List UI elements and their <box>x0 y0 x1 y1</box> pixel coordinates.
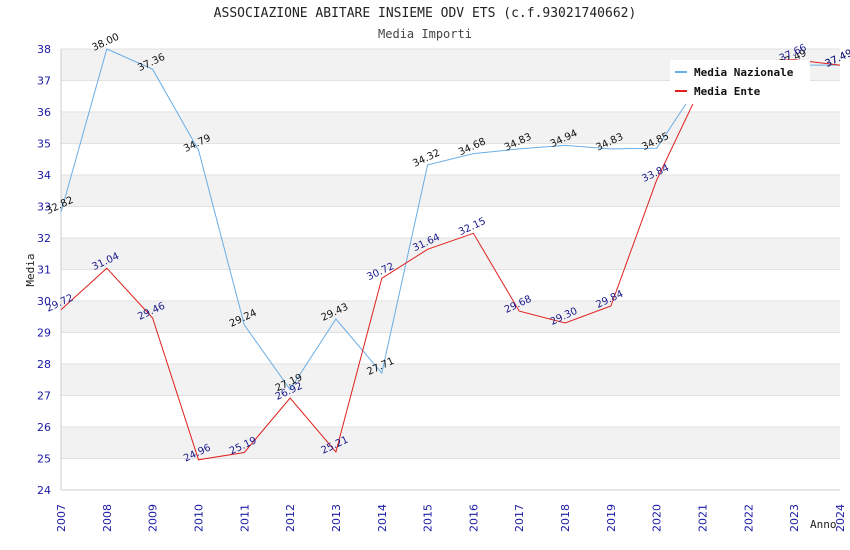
x-tick-label: 2012 <box>284 504 297 532</box>
x-tick-label: 2017 <box>513 504 526 532</box>
grid-band <box>61 364 840 396</box>
y-tick-label: 29 <box>37 327 51 340</box>
grid-band <box>61 301 840 333</box>
x-tick-label: 2022 <box>742 504 755 532</box>
x-tick-label: 2007 <box>55 504 68 532</box>
grid-band <box>61 112 840 144</box>
chart-subtitle: Media Importi <box>378 27 472 41</box>
y-tick-label: 26 <box>37 421 51 434</box>
data-label-nazionale: 32.82 <box>45 195 76 217</box>
y-axis-label: Media <box>24 253 37 286</box>
y-tick-label: 24 <box>37 484 51 497</box>
grid-band <box>61 175 840 207</box>
x-tick-label: 2023 <box>788 504 801 532</box>
x-tick-label: 2016 <box>467 504 480 532</box>
y-tick-label: 36 <box>37 106 51 119</box>
y-tick-label: 34 <box>37 169 51 182</box>
x-tick-label: 2021 <box>697 504 710 532</box>
y-tick-label: 31 <box>37 264 51 277</box>
x-tick-label: 2013 <box>330 504 343 532</box>
y-tick-label: 32 <box>37 232 51 245</box>
x-tick-label: 2015 <box>422 504 435 532</box>
x-tick-label: 2020 <box>651 504 664 532</box>
grid-band <box>61 238 840 270</box>
y-tick-label: 35 <box>37 138 51 151</box>
x-tick-label: 2018 <box>559 504 572 532</box>
x-tick-label: 2011 <box>238 504 251 532</box>
y-tick-label: 33 <box>37 201 51 214</box>
x-tick-label: 2009 <box>147 504 160 532</box>
data-label-ente: 32.15 <box>457 216 488 238</box>
legend-box <box>670 60 810 104</box>
x-axis-label: Anno <box>810 518 837 531</box>
y-tick-label: 37 <box>37 75 51 88</box>
grid-band <box>61 427 840 459</box>
x-tick-label: 2010 <box>192 504 205 532</box>
data-label-nazionale: 34.32 <box>411 148 442 170</box>
x-tick-label: 2024 <box>834 504 847 532</box>
x-tick-label: 2019 <box>605 504 618 532</box>
x-tick-label: 2008 <box>101 504 114 532</box>
legend-label: Media Nazionale <box>694 66 794 79</box>
y-tick-label: 28 <box>37 358 51 371</box>
chart-title: ASSOCIAZIONE ABITARE INSIEME ODV ETS (c.… <box>213 6 637 21</box>
y-tick-label: 30 <box>37 295 51 308</box>
y-tick-label: 27 <box>37 390 51 403</box>
y-tick-label: 25 <box>37 453 51 466</box>
y-tick-label: 38 <box>37 43 51 56</box>
legend-label: Media Ente <box>694 85 761 98</box>
x-tick-label: 2014 <box>376 504 389 532</box>
